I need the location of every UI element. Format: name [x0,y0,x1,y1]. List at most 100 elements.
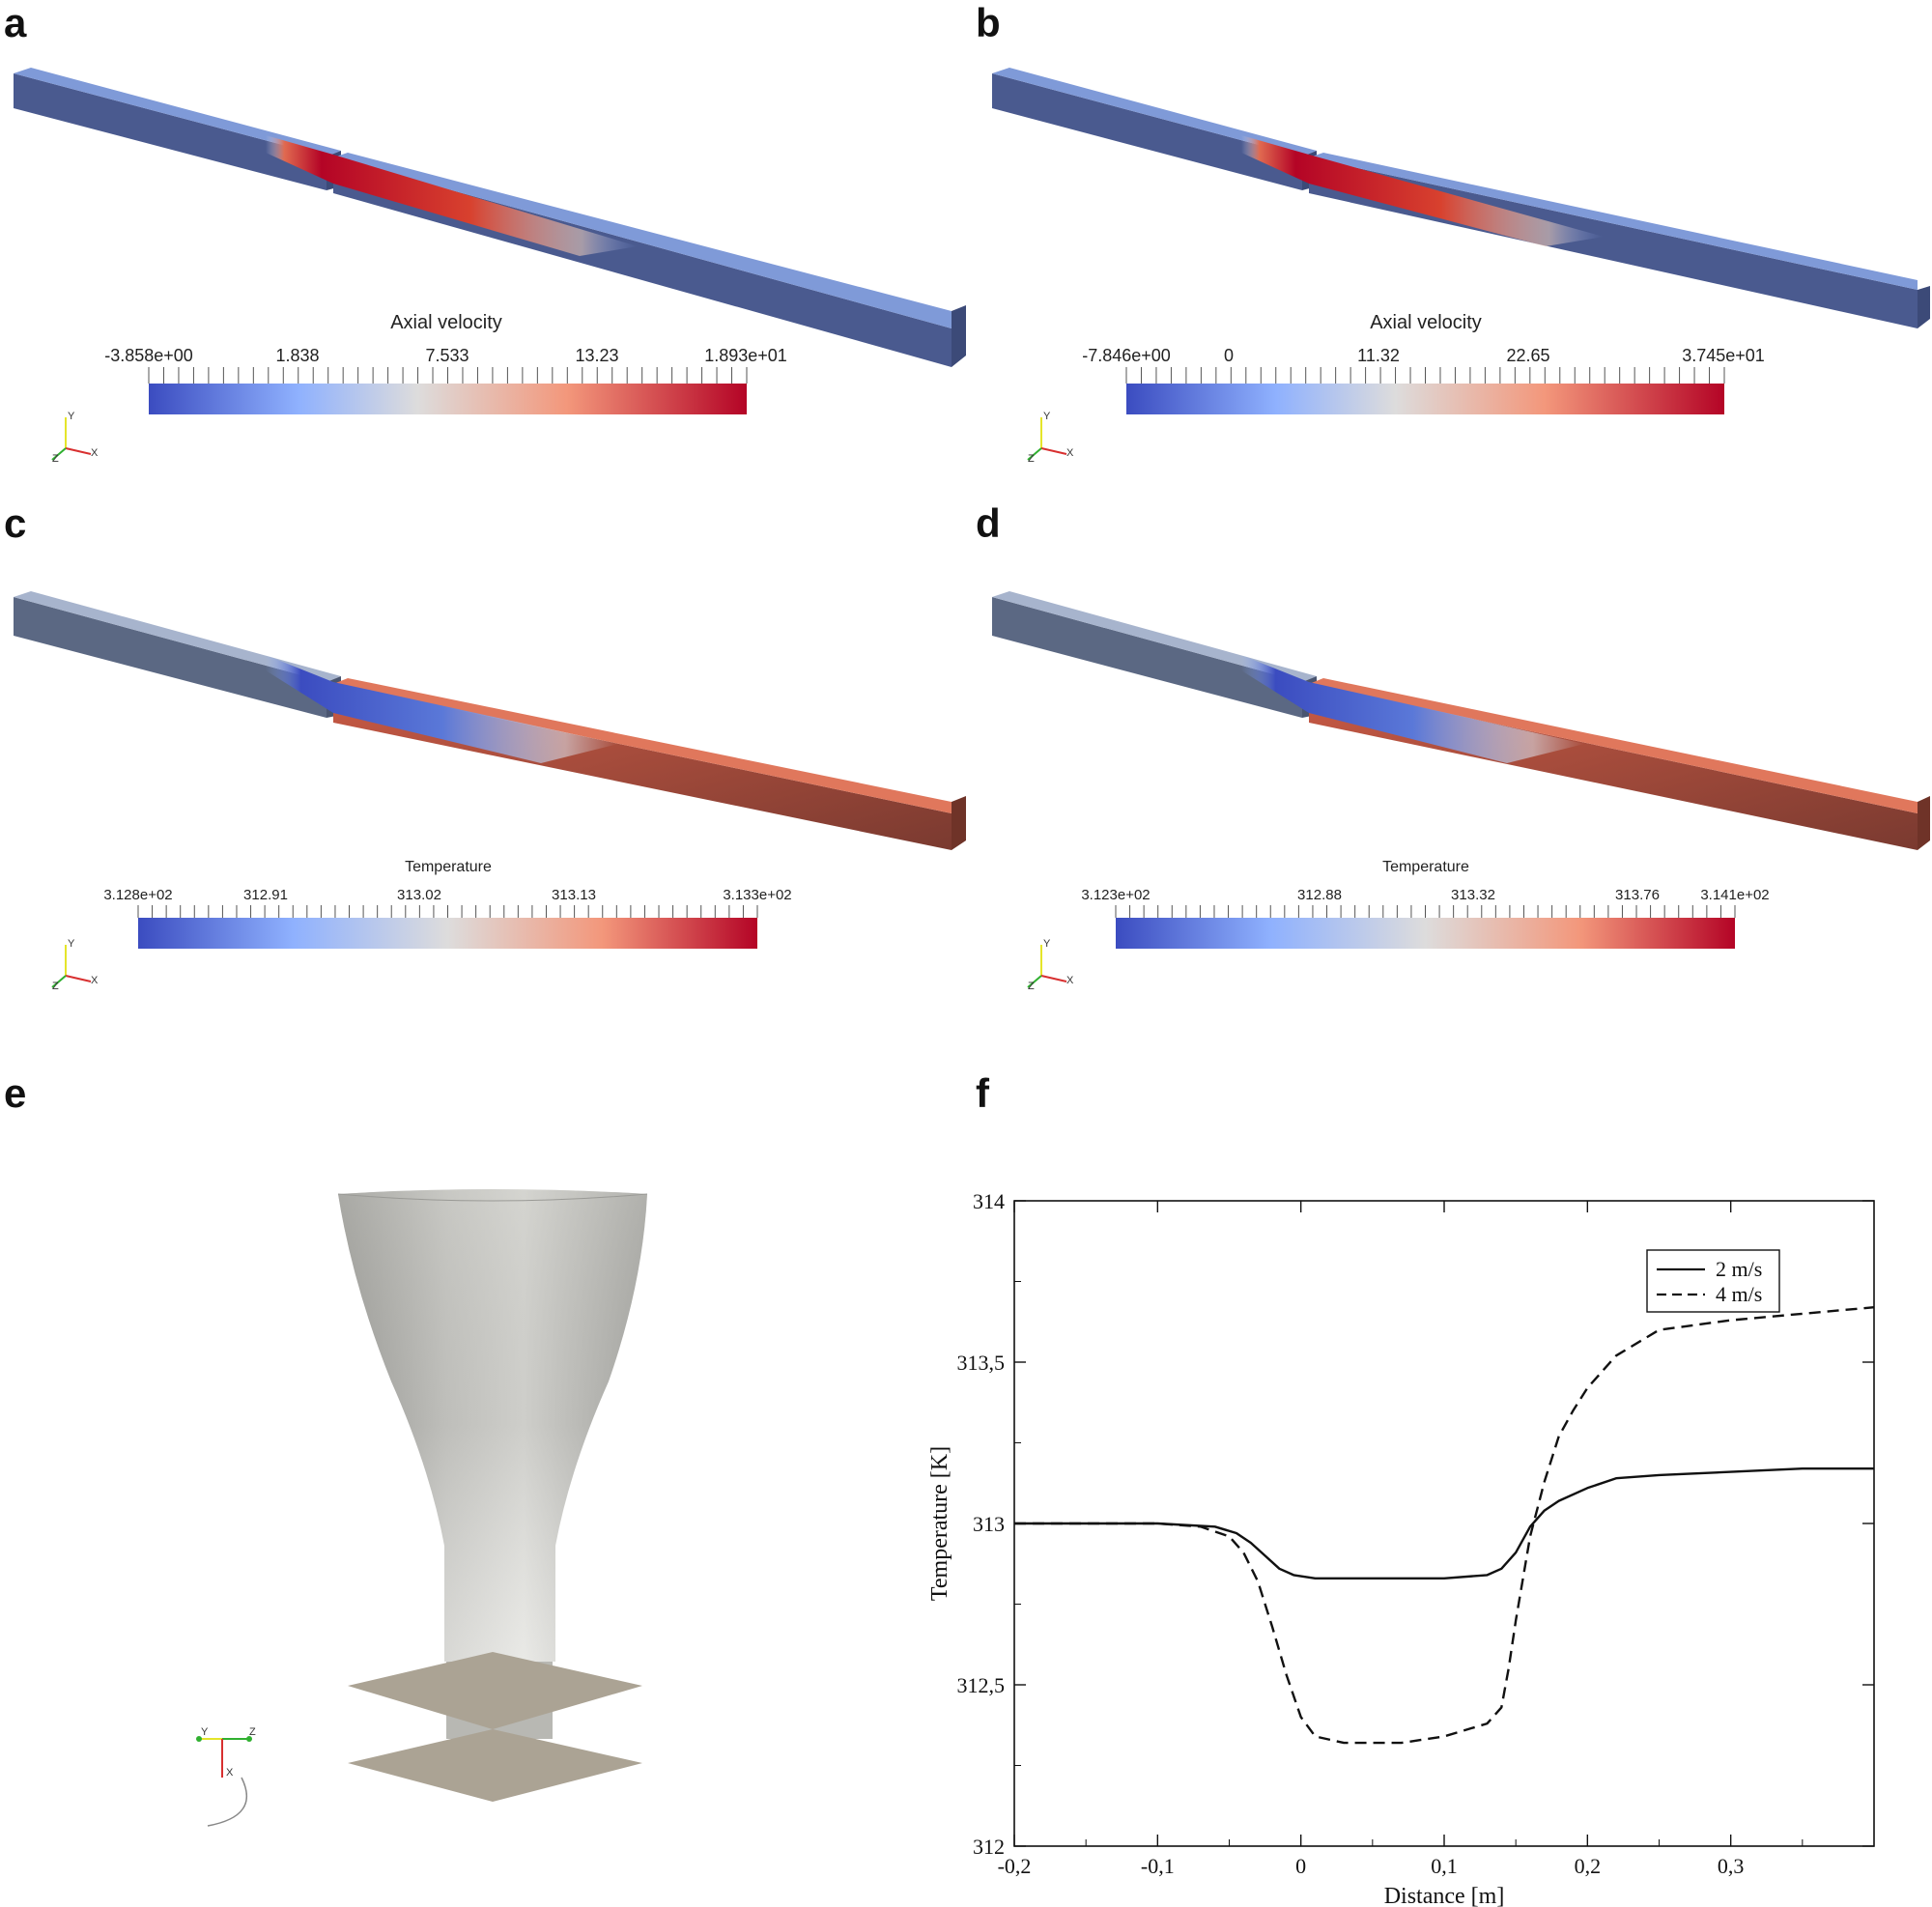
panel-letter-f: f [976,1070,989,1116]
colorbar [1116,918,1735,949]
colorbar-title: Axial velocity [1370,312,1482,333]
x-tick-label: 0,3 [1718,1854,1745,1878]
legend-box [1646,1249,1780,1313]
svg-text:X: X [91,975,99,986]
colorbar-label: 1.838 [275,346,319,365]
panel-letter-d: d [976,500,1001,546]
svg-text:Z: Z [52,453,59,465]
y-tick-label: 312 [973,1835,1005,1859]
colorbar-label: 313.32 [1451,887,1495,903]
colorbar [138,918,757,949]
colorbar-label: 3.123e+02 [1081,887,1150,903]
plate-upper [348,1652,642,1729]
colorbar-label: -3.858e+00 [104,346,193,365]
temperature-distance-chart: 312 312,5 313 313,5 314 -0,2 -0,1 0 0,1 0,2 0,3 D… [927,1189,1875,1907]
colorbar-title: Axial velocity [390,312,502,333]
y-axis-label: Temperature [K] [927,1446,952,1601]
svg-text:Z: Z [249,1726,256,1738]
duct-upstream-side [14,73,327,190]
colorbar-label: 13.23 [575,346,618,365]
x-axis-label: Distance [m] [1384,1884,1505,1907]
colorbar-label: 3.141e+02 [1700,887,1769,903]
axes-triad: Y X Z [1027,411,1074,465]
svg-text:Y: Y [1043,938,1051,950]
svg-text:X: X [1066,975,1074,986]
svg-text:Y: Y [68,938,75,950]
colorbar-ticks [148,367,748,384]
panel-c-render: Temperature 3.128e+02 312.91 313.02 313.… [14,591,966,992]
colorbar-tick-labels: 3.128e+02 312.91 313.02 313.13 3.133e+02 [103,887,791,903]
axes-triad: Y X Z [51,938,99,992]
legend: 2 m/s 4 m/s [1646,1249,1780,1313]
svg-text:Y: Y [68,411,75,422]
series-line-4-m-s [1014,1306,1875,1745]
colorbar-label: 3.745e+01 [1682,346,1765,365]
colorbar-label: 3.128e+02 [103,887,172,903]
colorbar-label: 11.32 [1357,346,1400,365]
axes-triad: Y X Z [1027,938,1074,992]
colorbar-tick-labels: 3.123e+02 312.88 313.32 313.76 3.141e+02 [1081,887,1769,903]
colorbar-label: 3.133e+02 [723,887,791,903]
colorbar-tick-labels: -3.858e+00 1.838 7.533 13.23 1.893e+01 [104,346,787,365]
svg-text:Z: Z [1028,453,1035,465]
colorbar [1126,384,1724,414]
legend-label-4ms: 4 m/s [1716,1282,1762,1306]
colorbar-label: 312.91 [243,887,288,903]
colorbar-label: 22.65 [1506,346,1549,365]
colorbar-label: -7.846e+00 [1082,346,1171,365]
duct-upstream-top [14,68,341,157]
temperature-jet [266,655,618,763]
panel-b-render: Axial velocity -7.846e+00 0 11.32 22.65 … [992,68,1930,465]
colorbar-label: 312.88 [1297,887,1342,903]
y-tick-label: 314 [973,1189,1005,1213]
colorbar-label: 313.13 [552,887,596,903]
y-tick-label: 313,5 [957,1351,1006,1375]
svg-text:X: X [1066,447,1074,459]
svg-text:Z: Z [52,981,59,992]
svg-text:Y: Y [201,1726,209,1738]
panel-d-render: Temperature 3.123e+02 312.88 313.32 313.… [992,591,1930,992]
colorbar-ticks [1115,905,1736,918]
colorbar-ticks [137,905,758,918]
colorbar-title: Temperature [405,859,492,875]
svg-text:X: X [91,447,99,459]
colorbar-label: 0 [1224,346,1234,365]
colorbar-label: 313.02 [397,887,441,903]
colorbar [149,384,747,414]
panel-letter-e: e [4,1070,27,1116]
panel-letter-a: a [4,0,27,45]
panel-letter-c: c [4,500,27,546]
nozzle-geometry [337,1189,648,1802]
colorbar-label: 313.76 [1615,887,1660,903]
y-tick-label: 313 [973,1512,1005,1536]
colorbar-title: Temperature [1382,859,1469,875]
duct-downstream-top [333,153,952,328]
colorbar-tick-labels: -7.846e+00 0 11.32 22.65 3.745e+01 [1082,346,1765,365]
svg-text:Y: Y [1043,411,1051,422]
series-layer [1014,1306,1875,1745]
series-line-2-m-s [1014,1467,1874,1580]
x-tick-label: -0,2 [998,1854,1032,1878]
svg-text:X: X [226,1767,234,1779]
velocity-jet [266,135,638,256]
x-tick-label: 0,2 [1575,1854,1602,1878]
colorbar-label: 7.533 [425,346,469,365]
x-tick-label: 0 [1295,1854,1306,1878]
panel-e-render: Y Z X [196,1189,648,1827]
legend-label-2ms: 2 m/s [1716,1257,1762,1281]
panel-letter-b: b [976,0,1001,45]
colorbar-label: 1.893e+01 [704,346,787,365]
axes-triad: Y Z X [196,1726,256,1827]
x-tick-label: -0,1 [1141,1854,1175,1878]
svg-text:Z: Z [1028,981,1035,992]
plate-lower [348,1729,642,1802]
x-axis-ticks: -0,2 -0,1 0 0,1 0,2 0,3 [998,1201,1804,1878]
velocity-jet [1241,135,1604,246]
duct-downstream-end [952,305,966,367]
temperature-jet [1241,655,1584,763]
axes-triad: Y X Z [51,411,99,465]
x-tick-label: 0,1 [1431,1854,1458,1878]
y-tick-label: 312,5 [957,1673,1006,1697]
y-axis-ticks: 312 312,5 313 313,5 314 [957,1189,1874,1859]
panel-a-render: Axial velocity -3.858e+00 1.838 7.533 13… [14,68,966,465]
